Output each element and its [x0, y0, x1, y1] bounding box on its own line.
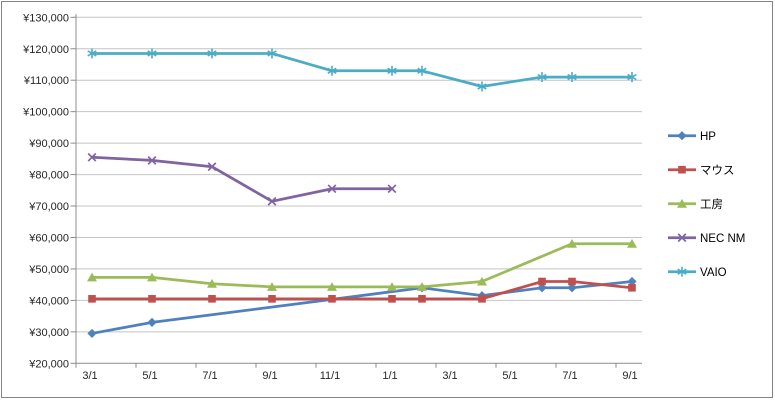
data-point-marker-x — [677, 233, 687, 243]
data-point-marker-square — [538, 277, 546, 286]
series-マウス[interactable] — [88, 277, 636, 303]
x-axis-label: 9/1 — [622, 370, 637, 382]
data-point-marker-square — [268, 295, 276, 303]
data-point-marker-asterisk — [267, 50, 277, 57]
axes: ¥130,000 ¥120,000 ¥110,000 ¥100,000 ¥90,000 ¥… — [22, 12, 642, 382]
data-point-marker-square — [388, 295, 396, 303]
y-axis-label: ¥60,000 — [28, 232, 69, 244]
data-point-marker-square — [628, 284, 636, 292]
legend-item-NEC NM[interactable]: NEC NM — [668, 233, 745, 245]
y-axis-label: ¥70,000 — [28, 201, 69, 213]
data-point-marker-square — [478, 295, 486, 303]
y-axis-label: ¥90,000 — [28, 138, 69, 150]
y-axis-label: ¥100,000 — [22, 107, 69, 119]
data-point-marker-triangle — [677, 198, 687, 208]
legend-item-VAIO[interactable]: VAIO — [668, 266, 727, 279]
chart-frame-border — [1, 1, 773, 398]
data-point-marker-asterisk — [567, 73, 577, 81]
data-point-marker-triangle — [87, 272, 97, 282]
legend-label: NEC NM — [700, 233, 745, 245]
data-point-marker-asterisk — [677, 268, 687, 275]
legend-item-マウス[interactable]: マウス — [668, 164, 735, 177]
data-point-marker-x — [267, 196, 277, 206]
y-axis-label: ¥50,000 — [28, 264, 69, 276]
data-point-marker-square — [88, 295, 96, 303]
y-axis-label: ¥40,000 — [28, 295, 69, 307]
y-axis-label: ¥130,000 — [22, 12, 69, 24]
data-point-marker-asterisk — [207, 50, 217, 57]
series-line — [90, 155, 394, 203]
data-point-marker-triangle — [387, 282, 397, 291]
data-point-marker-square — [568, 277, 576, 286]
data-point-marker-diamond — [87, 328, 97, 339]
data-point-marker-asterisk — [627, 73, 637, 81]
data-point-marker-triangle — [567, 238, 577, 248]
legend-item-工房[interactable]: 工房 — [668, 198, 723, 211]
y-axis-label: ¥110,000 — [23, 75, 69, 87]
data-point-marker-x — [207, 162, 217, 172]
x-axis-label: 5/1 — [502, 370, 517, 382]
data-point-marker-triangle — [147, 272, 157, 282]
legend-label: マウス — [700, 164, 735, 177]
y-axis-label: ¥80,000 — [28, 170, 69, 182]
data-point-marker-diamond — [147, 317, 157, 328]
x-axis-label: 3/1 — [82, 370, 97, 382]
data-point-marker-square — [678, 165, 686, 174]
legend-label: 工房 — [700, 198, 723, 211]
data-point-marker-x — [387, 184, 397, 194]
series-NEC NM[interactable] — [87, 152, 397, 206]
data-point-marker-triangle — [417, 282, 427, 291]
x-axis-label: 11/1 — [320, 370, 341, 382]
data-point-marker-square — [208, 295, 216, 303]
legend-label: VAIO — [700, 267, 727, 279]
data-point-marker-triangle — [327, 282, 337, 291]
x-axis-label: 3/1 — [442, 370, 457, 382]
data-point-marker-diamond — [627, 276, 637, 287]
data-point-marker-square — [418, 295, 426, 303]
data-point-marker-diamond — [567, 283, 577, 293]
y-axis-label: ¥120,000 — [22, 44, 69, 56]
gridlines — [76, 16, 642, 333]
data-point-marker-asterisk — [417, 67, 427, 74]
data-point-marker-square — [148, 295, 156, 303]
data-point-marker-triangle — [627, 238, 637, 248]
data-point-marker-diamond — [677, 131, 687, 141]
data-point-marker-triangle — [267, 282, 277, 291]
data-point-marker-x — [327, 184, 337, 194]
data-point-marker-square — [328, 295, 336, 303]
data-point-marker-x — [147, 156, 157, 165]
legend-label: HP — [700, 131, 716, 143]
series-工房[interactable] — [87, 238, 637, 291]
data-point-marker-asterisk — [477, 83, 487, 90]
data-point-marker-x — [87, 152, 97, 162]
x-axis-label: 7/1 — [562, 370, 577, 382]
data-point-marker-diamond — [537, 283, 547, 293]
data-point-marker-asterisk — [327, 67, 337, 74]
series-VAIO[interactable] — [87, 48, 637, 92]
data-point-marker-triangle — [207, 278, 217, 288]
x-axis-label: 9/1 — [262, 370, 277, 382]
data-point-marker-asterisk — [537, 73, 547, 81]
x-axis-label: 5/1 — [142, 370, 157, 382]
series-line — [90, 242, 634, 289]
data-point-marker-triangle — [477, 276, 487, 286]
data-point-marker-asterisk — [147, 50, 157, 57]
y-axis-label: ¥20,000 — [28, 358, 69, 370]
legend-item-HP[interactable]: HP — [668, 131, 716, 143]
data-point-marker-asterisk — [387, 67, 397, 74]
x-axis-label: 1/1 — [382, 370, 397, 382]
data-point-marker-asterisk — [87, 50, 97, 57]
x-axis-label: 7/1 — [202, 370, 217, 382]
y-axis-label: ¥30,000 — [28, 327, 69, 339]
